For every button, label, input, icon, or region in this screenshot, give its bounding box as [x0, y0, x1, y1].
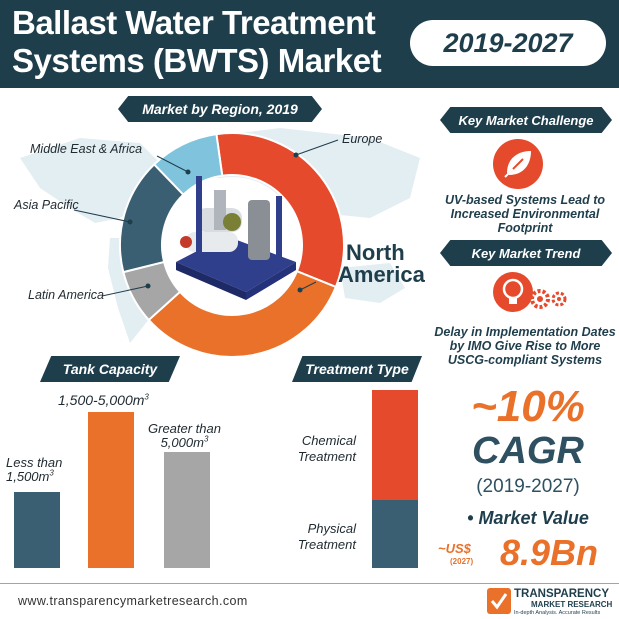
treatment-label-chemical: Chemical Treatment — [266, 433, 356, 465]
region-label-north-line1: North — [346, 240, 405, 265]
page-title-line1: Ballast Water Treatment — [12, 4, 376, 41]
treatment-chem-line2: Treatment — [297, 449, 356, 464]
region-label-asia-pacific: Asia Pacific — [14, 198, 79, 212]
donut-segment-north-america — [147, 269, 338, 358]
tank-label-greater-line1: Greater than — [148, 421, 221, 436]
tmr-logo-icon — [487, 588, 511, 614]
market-value-amount: 8.9Bn — [500, 532, 599, 573]
header-banner: Ballast Water Treatment Systems (BWTS) M… — [0, 0, 619, 88]
donut-segment-middle-east-africa — [152, 132, 224, 197]
region-heading: Market by Region, 2019 — [118, 96, 322, 122]
logo-line1: TRANSPARENCY — [514, 588, 609, 600]
trend-text: Delay in Implementation Dates by IMO Giv… — [434, 325, 616, 367]
region-label-mea: Middle East & Africa — [30, 142, 143, 156]
challenge-text: UV-based Systems Lead to Increased Envir… — [444, 193, 605, 235]
region-label-europe: Europe — [342, 132, 383, 146]
leader-dot — [185, 169, 191, 175]
footer-divider — [0, 583, 619, 584]
tank-bar-less-than — [14, 492, 60, 568]
leader-dot — [297, 287, 303, 293]
superscript-3: 3 — [49, 468, 54, 478]
challenge-heading: Key Market Challenge — [440, 107, 612, 133]
region-label-latin-america: Latin America — [28, 288, 104, 302]
market-value-label: • Market Value — [467, 508, 589, 528]
cagr-label: CAGR — [472, 430, 584, 472]
region-label-north-line2: America — [338, 262, 425, 287]
map-australia — [340, 263, 405, 303]
market-value-year: (2027) — [450, 557, 474, 566]
cagr-value: ~10% — [471, 382, 585, 431]
donut-segment-europe — [215, 132, 345, 289]
region-donut-chart — [73, 132, 345, 358]
gear-icon — [530, 289, 567, 309]
logo-line2: MARKET RESEARCH — [531, 600, 613, 609]
tank-capacity-heading: Tank Capacity — [40, 356, 180, 382]
treatment-phys-line2: Treatment — [297, 537, 356, 552]
tank-label-less-line2: 1,500m — [6, 469, 50, 484]
page-title-line2: Systems (BWTS) Market — [12, 42, 382, 79]
leader-line — [299, 281, 317, 291]
superscript-3: 3 — [144, 392, 149, 402]
tank-label-mid: 1,500-5,000m3 — [58, 393, 149, 407]
tank-label-mid-text: 1,500-5,000m — [58, 392, 145, 408]
tank-label-greater-line2: 5,000m — [160, 435, 204, 450]
tank-bar-greater-than — [164, 452, 210, 568]
leader-line — [156, 155, 189, 173]
leader-dot — [145, 283, 151, 289]
leaf-icon-graphic — [504, 151, 531, 178]
years-badge: 2019-2027 — [410, 20, 606, 66]
tank-label-less-than: Less than 1,500m3 — [6, 456, 62, 484]
trend-heading: Key Market Trend — [440, 240, 612, 266]
footer-url[interactable]: www.transparencymarketresearch.com — [18, 594, 248, 608]
tank-bar-mid — [88, 412, 134, 568]
leaf-icon — [493, 139, 543, 189]
treatment-bar-chemical — [372, 390, 418, 500]
treatment-label-physical: Physical Treatment — [266, 521, 356, 553]
treatment-chem-line1: Chemical — [301, 433, 356, 448]
market-value-prefix: ~US$ — [438, 541, 471, 556]
leader-dot — [293, 152, 299, 158]
leader-dot — [127, 219, 133, 225]
tank-label-greater-than: Greater than 5,000m3 — [148, 422, 221, 450]
logo-tagline: In-depth Analysis. Accurate Results — [514, 610, 601, 616]
superscript-3: 3 — [203, 434, 209, 444]
treatment-bar-physical — [372, 500, 418, 568]
treatment-phys-line1: Physical — [307, 521, 356, 536]
leader-line — [295, 139, 339, 156]
leader-line — [73, 209, 131, 223]
treatment-heading: Treatment Type — [292, 356, 422, 382]
leader-line — [101, 285, 149, 297]
tank-label-less-line1: Less than — [6, 455, 63, 470]
bwts-equipment-illustration — [176, 176, 296, 300]
bulb-icon — [493, 272, 533, 312]
bulb-icon-graphic — [502, 278, 524, 304]
cagr-years: (2019-2027) — [476, 476, 580, 497]
